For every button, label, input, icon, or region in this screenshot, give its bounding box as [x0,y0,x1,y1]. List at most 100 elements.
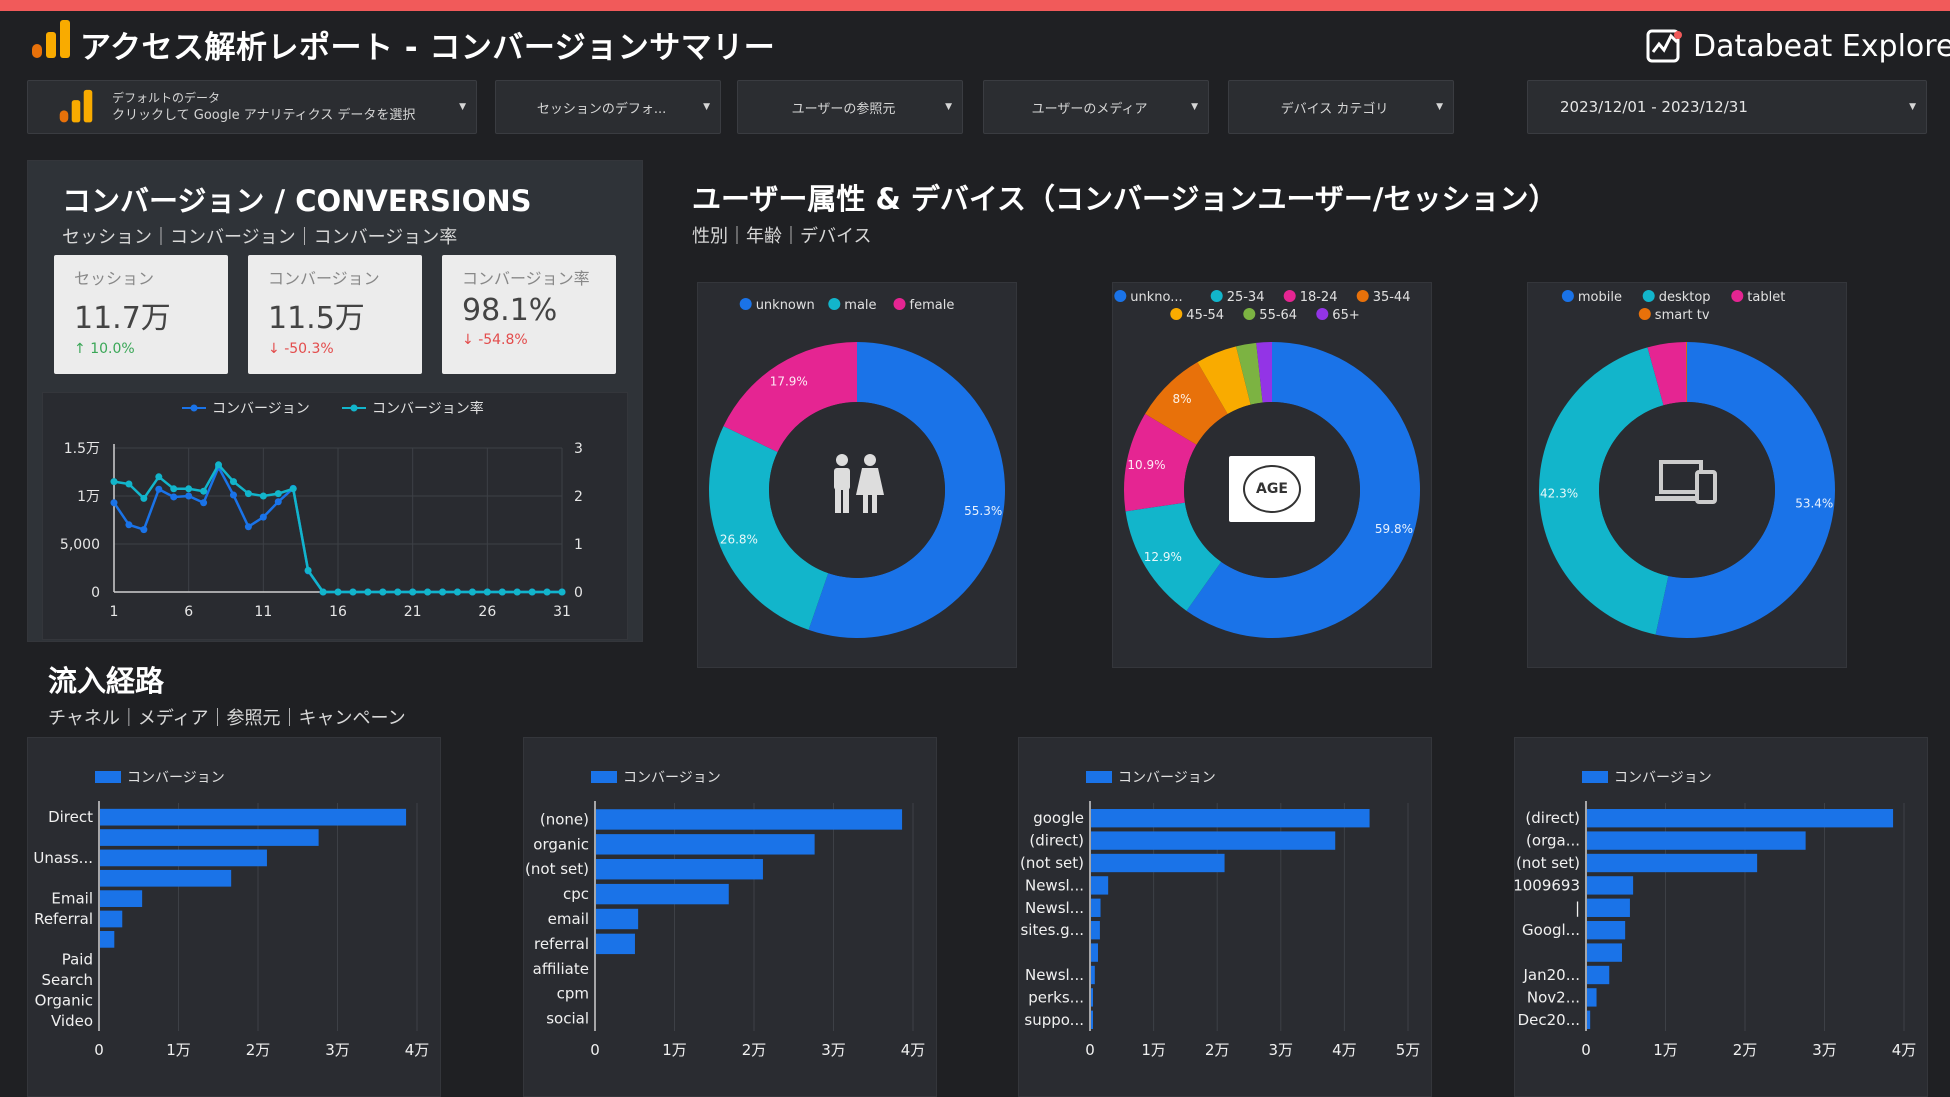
category-label: Paid [62,951,93,969]
bar [1587,943,1622,962]
bar [1091,809,1370,828]
filter-label: ユーザーの参照元 [791,101,896,117]
category-label: (none) [540,810,589,828]
data-point [244,523,252,531]
legend-label: コンバージョン [1614,770,1712,786]
analytics-datasource-icon [59,89,93,123]
datasource-selector[interactable]: デフォルトのデータ クリックして Google アナリティクス データを選択 ▼ [27,80,477,134]
category-label: Jan20... [1522,966,1580,984]
user-source-filter[interactable]: ユーザーの参照元 ▼ [737,80,963,134]
campaign-bar-chart: コンバージョン 0 1万 2万 3万 4万 (direct) (orga... (not set… [1514,770,1916,1059]
y-tick-left: 5,000 [60,537,100,553]
data-point [498,588,506,596]
data-point [468,588,476,596]
category-label: google [1033,809,1084,827]
user-medium-filter[interactable]: ユーザーのメディア ▼ [983,80,1209,134]
bar [596,908,639,930]
filter-label: デバイス カテゴリ [1280,101,1389,117]
legend-swatch [1582,771,1608,783]
category-label: (not set) [525,860,589,878]
channel-panel [27,737,441,1097]
date-range-picker[interactable]: 2023/12/01 - 2023/12/31 ▼ [1527,80,1927,134]
bar [1587,809,1894,828]
data-point [558,588,566,596]
traffic-subtitle: チャネル｜メディア｜参照元｜キャンペーン [48,708,406,729]
bar [1091,988,1093,1007]
data-point [229,491,237,499]
arrow-down-icon: ↓ [462,332,479,348]
kpi-value: 11.5万 [268,301,365,336]
donut-slice [1539,347,1669,635]
data-point [289,485,297,493]
date-range-label: 2023/12/01 - 2023/12/31 [1560,98,1748,116]
gender-donut-chart: unknown male female 55.3% 26.8% 17.9% [709,298,1005,638]
bar [1587,831,1806,850]
bar [100,808,407,826]
session-default-filter[interactable]: セッションのデフォ... ▼ [495,80,721,134]
legend-dot [1283,290,1296,302]
demographics-title: ユーザー属性 & デバイス（コンバージョンユーザー/セッション） [692,182,1558,216]
category-label: Organic [35,991,93,1009]
x-tick: 1万 [1141,1041,1166,1059]
arrow-up-icon: ↑ [74,341,91,357]
x-tick: 31 [553,604,571,620]
bar [1091,965,1095,985]
category-label: Direct [48,808,93,826]
legend-dot [1170,308,1183,320]
category-label: Newsl... [1025,876,1084,894]
data-point [185,492,193,500]
slice-label: 59.8% [1375,522,1413,536]
legend-label: 45-54 [1186,308,1224,323]
y-tick-right: 1 [574,537,583,553]
x-tick: 2万 [1733,1041,1758,1059]
campaign-panel [1514,737,1928,1097]
traffic-title: 流入経路 [48,664,165,698]
legend-marker [350,404,358,412]
donut-slice [1124,413,1197,512]
channel-bar-chart: コンバージョン 0 1万 2万 3万 4万 Direct Unass... Email Refer… [33,770,429,1059]
slice-label: 42.3% [1540,487,1578,501]
legend-swatch [95,771,121,783]
line-chart-panel [42,392,628,640]
category-label: (direct) [1525,809,1580,827]
y-tick-left: 0 [91,585,100,601]
kpi-card-conversion-rate: コンバージョン率 98.1% ↓ -54.8% [442,255,616,374]
chevron-down-icon: ▼ [1191,102,1198,112]
data-point [543,588,551,596]
legend-dot [828,298,841,310]
donut-slice [723,342,857,453]
x-tick: 21 [404,604,422,620]
devices-icon [1655,460,1717,504]
donut-slice [1686,342,1687,403]
x-tick: 6 [184,604,193,620]
device-category-filter[interactable]: デバイス カテゴリ ▼ [1228,80,1454,134]
x-tick: 0 [94,1041,104,1059]
y-tick-left: 1.5万 [64,441,100,457]
x-tick: 5万 [1396,1041,1421,1059]
legend-marker [190,404,198,412]
x-tick: 0 [1085,1041,1095,1059]
slice-label: 17.9% [770,375,808,389]
category-label: (not set) [1020,854,1084,872]
x-tick: 2万 [1205,1041,1230,1059]
legend-label: male [844,298,876,313]
data-point [439,588,447,596]
x-tick: 3万 [1812,1041,1837,1059]
arrow-down-icon: ↓ [268,341,285,357]
x-tick: 1万 [662,1041,687,1059]
data-point [334,588,342,596]
category-label: Referral [34,910,93,928]
category-label: cpc [563,885,589,903]
medium-bar-chart: コンバージョン 0 1万 2万 3万 4万 (none) organic (not set) cp… [525,770,925,1059]
data-point [394,588,402,596]
legend-swatch [591,771,617,783]
medium-panel [523,737,937,1097]
y-tick-right: 0 [574,585,583,601]
brand-name: Databeat Explore [1693,28,1950,64]
bar [596,933,635,955]
slice-label: 8% [1173,392,1192,406]
x-tick: 0 [1581,1041,1591,1059]
x-tick: 0 [590,1041,600,1059]
data-point [155,473,163,481]
